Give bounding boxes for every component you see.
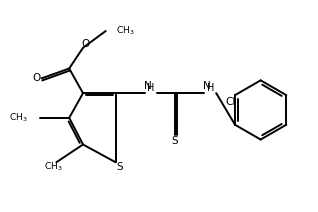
Text: H: H (148, 83, 155, 93)
Text: CH$_3$: CH$_3$ (9, 112, 28, 124)
Text: N: N (144, 81, 152, 91)
Text: O: O (32, 73, 41, 83)
Text: CH$_3$: CH$_3$ (115, 25, 134, 37)
Text: N: N (204, 81, 211, 91)
Text: CH$_3$: CH$_3$ (44, 161, 63, 173)
Text: Cl: Cl (225, 97, 235, 107)
Text: O: O (82, 39, 90, 49)
Text: S: S (116, 162, 123, 172)
Text: S: S (171, 135, 178, 146)
Text: H: H (207, 83, 214, 93)
